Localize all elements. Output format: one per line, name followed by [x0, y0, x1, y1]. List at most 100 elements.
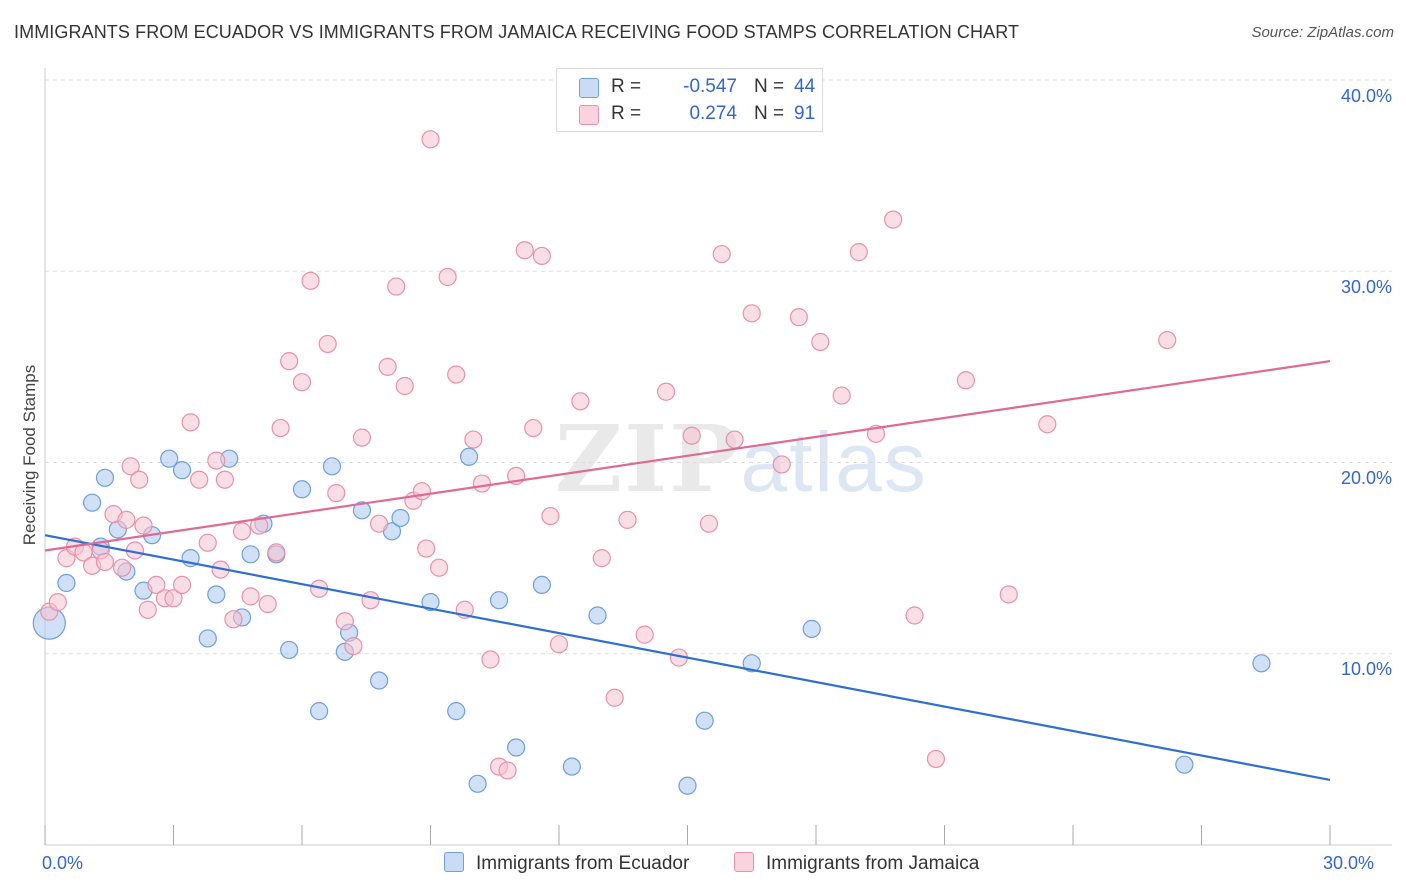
point-jamaica-43 [370, 514, 389, 533]
point-jamaica-75 [712, 244, 731, 264]
bottom-legend-jamaica: Immigrants from Jamaica [734, 852, 979, 875]
point-jamaica-40 [344, 636, 363, 656]
point-jamaica-62 [524, 418, 543, 438]
point-jamaica-39 [335, 612, 354, 631]
point-ecuador-35 [532, 575, 551, 595]
point-jamaica-34 [292, 373, 312, 392]
point-jamaica-29 [250, 516, 269, 535]
point-ecuador-40 [742, 654, 761, 673]
y-tick-label-40: 40.0% [1340, 86, 1392, 106]
point-jamaica-38 [327, 484, 346, 503]
point-jamaica-52 [438, 267, 457, 287]
point-ecuador-38 [678, 776, 697, 795]
source-label: Source: ZipAtlas.com [1251, 24, 1394, 41]
bottom-legend-swatch-jamaica [734, 852, 754, 872]
point-ecuador-21 [310, 702, 329, 721]
point-jamaica-88 [999, 585, 1018, 604]
legend-swatch-ecuador [579, 78, 599, 98]
point-ecuador-2 [83, 493, 102, 512]
point-ecuador-30 [447, 702, 466, 721]
legend-r-label: R = [611, 76, 642, 97]
point-ecuador-19 [280, 640, 299, 660]
trend-line-ecuador [44, 534, 1331, 782]
y-axis-label: Receiving Food Stamps [20, 364, 39, 546]
point-jamaica-55 [464, 430, 483, 449]
point-jamaica-42 [361, 591, 380, 610]
bottom-legend-label-ecuador: Immigrants from Ecuador [476, 853, 690, 874]
point-ecuador-9 [160, 449, 179, 468]
point-jamaica-61 [515, 241, 534, 260]
point-jamaica-22 [198, 533, 217, 552]
point-jamaica-35 [301, 271, 320, 290]
legend-r-value: -0.547 [683, 76, 737, 97]
point-jamaica-46 [395, 376, 414, 396]
point-ecuador-41 [802, 619, 821, 638]
point-jamaica-26 [224, 610, 243, 629]
point-jamaica-78 [772, 455, 791, 474]
point-jamaica-51 [429, 558, 449, 577]
point-jamaica-28 [241, 587, 260, 606]
point-ecuador-29 [421, 593, 440, 612]
point-jamaica-49 [417, 539, 436, 558]
point-jamaica-23 [207, 451, 226, 470]
point-jamaica-9 [112, 558, 132, 577]
point-jamaica-21 [190, 470, 209, 489]
point-ecuador-20 [292, 480, 312, 499]
point-jamaica-84 [883, 210, 903, 229]
point-jamaica-86 [926, 749, 946, 769]
point-jamaica-74 [699, 514, 719, 533]
point-jamaica-50 [421, 130, 440, 149]
point-jamaica-27 [232, 522, 252, 541]
legend-n-value: 91 [794, 103, 816, 124]
point-ecuador-4 [95, 468, 115, 487]
bottom-legend-swatch-ecuador [444, 852, 464, 872]
point-ecuador-33 [489, 591, 509, 610]
legend-r-value: 0.274 [689, 103, 737, 124]
point-jamaica-11 [121, 457, 140, 476]
point-ecuador-1 [57, 573, 76, 593]
legend-n-label: N = [754, 76, 785, 97]
y-tick-label-10: 10.0% [1340, 659, 1392, 679]
point-jamaica-45 [387, 277, 406, 296]
point-jamaica-16 [147, 575, 166, 595]
point-jamaica-81 [832, 386, 851, 405]
point-ecuador-37 [588, 606, 607, 625]
point-jamaica-7 [95, 552, 115, 572]
point-jamaica-89 [1038, 415, 1057, 434]
point-ecuador-26 [370, 671, 389, 690]
point-jamaica-48 [412, 482, 432, 501]
y-tick-label-30: 30.0% [1340, 277, 1392, 297]
point-ecuador-42 [1175, 755, 1194, 774]
point-ecuador-22 [322, 457, 342, 476]
point-jamaica-90 [1158, 331, 1177, 350]
point-jamaica-20 [181, 413, 200, 432]
point-jamaica-18 [164, 589, 183, 608]
point-jamaica-68 [605, 688, 624, 707]
point-ecuador-32 [468, 774, 487, 793]
point-jamaica-69 [618, 510, 637, 529]
point-ecuador-28 [391, 508, 410, 528]
point-ecuador-39 [695, 711, 714, 730]
legend-n-label: N = [754, 103, 785, 124]
x-tick-label-min: 0.0% [42, 853, 84, 873]
chart-title: IMMIGRANTS FROM ECUADOR VS IMMIGRANTS FR… [14, 22, 1020, 42]
point-jamaica-76 [725, 430, 744, 449]
point-jamaica-70 [635, 625, 654, 644]
point-jamaica-67 [592, 549, 611, 568]
point-jamaica-25 [215, 470, 234, 489]
point-jamaica-32 [271, 418, 290, 438]
legend-swatch-jamaica [579, 105, 599, 125]
point-ecuador-12 [198, 629, 217, 648]
point-jamaica-56 [472, 474, 491, 493]
x-tick-label-max: 30.0% [1323, 853, 1375, 873]
point-jamaica-19 [172, 575, 192, 595]
bottom-legend-ecuador: Immigrants from Ecuador [444, 852, 689, 875]
point-jamaica-65 [549, 635, 569, 654]
point-jamaica-1 [48, 593, 67, 612]
correlation-legend: R = -0.547 N = 44 R = 0.274 N = 91 [556, 68, 823, 132]
point-jamaica-41 [352, 428, 372, 447]
point-jamaica-71 [656, 382, 676, 401]
point-jamaica-82 [849, 243, 868, 262]
point-ecuador-10 [172, 461, 192, 480]
